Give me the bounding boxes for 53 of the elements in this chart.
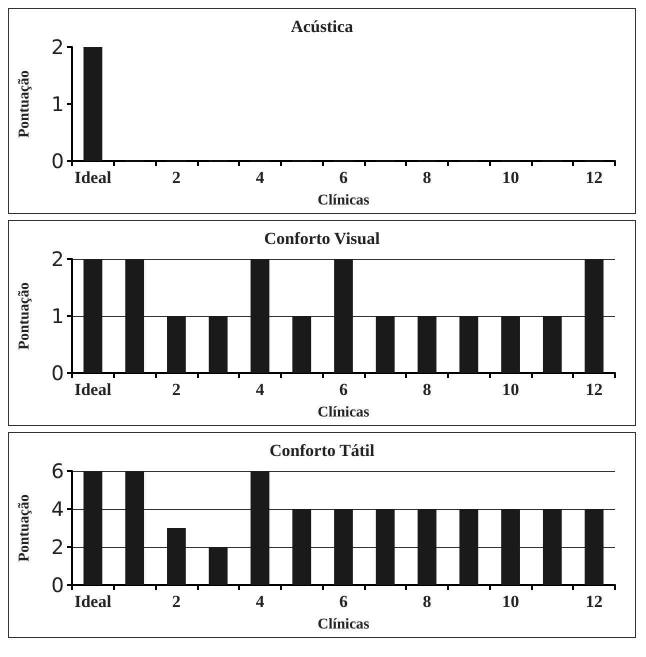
x-tick-label: 4 [256,592,265,611]
y-tick-label: 0 [51,361,64,385]
bar [292,509,312,585]
chart-title: Conforto Tátil [270,441,375,460]
x-tick-label: 4 [256,380,265,399]
x-tick-label: 4 [256,168,265,187]
x-tick-label: 2 [172,168,181,187]
y-axis-title: Pontuação [16,282,32,350]
x-tick-label: Ideal [74,592,112,611]
bar [334,509,353,585]
y-axis-title: Pontuação [16,494,32,562]
x-tick-label: 8 [422,168,432,187]
x-axis-title: Clínicas [318,192,370,208]
bar [501,509,520,585]
x-tick-label: 10 [502,380,520,399]
x-tick-label: Ideal [74,380,112,399]
y-tick-label: 2 [51,247,64,271]
y-axis-title: Pontuação [16,70,32,138]
bar [376,509,395,585]
bar [542,509,562,585]
bar [83,471,102,585]
x-tick-label: 6 [339,592,348,611]
x-tick-label: 10 [502,592,520,611]
y-tick-label: 0 [51,149,64,173]
x-tick-label: 2 [172,380,181,399]
y-tick-label: 0 [51,573,64,597]
bar [250,471,270,585]
x-tick-label: 12 [586,592,603,611]
y-tick-label: 1 [51,304,64,328]
y-tick-label: 1 [51,92,64,116]
x-tick-label: 2 [172,592,181,611]
y-tick-label: 6 [51,459,64,483]
bar [459,509,478,585]
x-tick-label: 6 [339,168,348,187]
x-tick-label: Ideal [74,168,112,187]
bar [418,509,436,585]
x-tick-label: 12 [586,168,603,187]
x-tick-label: 6 [339,380,348,399]
x-tick-label: 12 [586,380,603,399]
bar [208,547,228,585]
x-axis-title: Clínicas [318,404,370,420]
x-tick-label: 10 [502,168,520,187]
y-tick-label: 4 [51,497,64,521]
chart-title: Acústica [290,17,354,36]
y-tick-label: 2 [51,35,64,59]
chart-title: Conforto Visual [264,229,380,248]
y-tick-label: 2 [51,535,64,559]
x-tick-label: 8 [422,380,432,399]
bar [125,471,144,585]
x-tick-label: 8 [422,592,432,611]
bar [167,528,186,585]
bar [584,509,604,585]
x-axis-title: Clínicas [318,616,370,632]
